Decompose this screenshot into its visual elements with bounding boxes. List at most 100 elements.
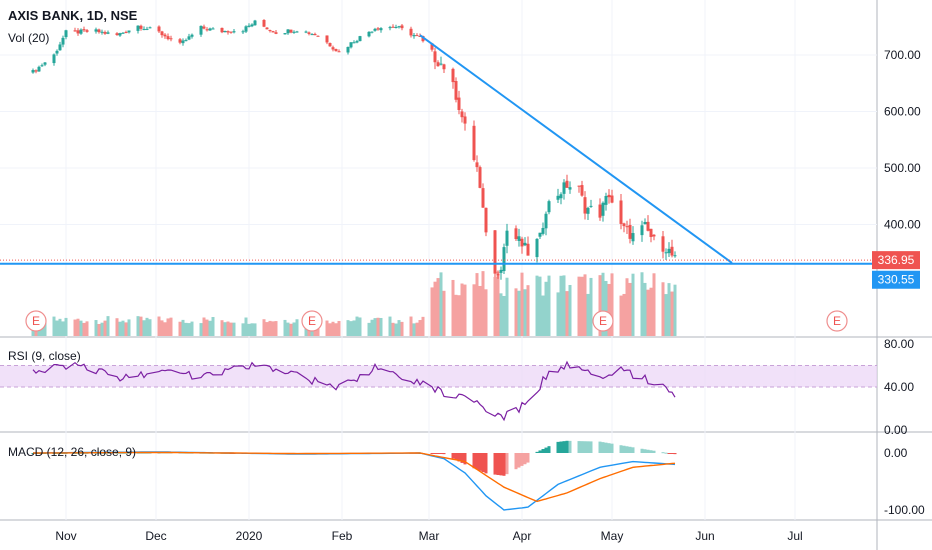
candle-body[interactable]	[535, 238, 539, 258]
candle-body[interactable]	[505, 230, 509, 246]
candle-body[interactable]	[148, 27, 152, 29]
candle-body[interactable]	[115, 33, 119, 35]
candle-body[interactable]	[607, 194, 611, 198]
candle-body[interactable]	[667, 248, 671, 254]
candle-body[interactable]	[622, 223, 626, 227]
candle-body[interactable]	[334, 49, 338, 52]
candle-body[interactable]	[430, 43, 434, 50]
candle-body[interactable]	[601, 202, 605, 216]
candle-body[interactable]	[556, 195, 560, 200]
candle-body[interactable]	[472, 125, 476, 161]
candle-body[interactable]	[205, 29, 209, 31]
candle-body[interactable]	[331, 47, 335, 50]
candle-body[interactable]	[136, 25, 140, 31]
candle-body[interactable]	[481, 188, 485, 208]
candle-body[interactable]	[349, 42, 353, 48]
candle-body[interactable]	[520, 238, 524, 247]
candle-body[interactable]	[211, 28, 215, 30]
candle-body[interactable]	[649, 228, 653, 237]
candle-body[interactable]	[640, 225, 644, 236]
candle-body[interactable]	[52, 54, 56, 64]
candle-body[interactable]	[226, 31, 230, 33]
candle-body[interactable]	[562, 182, 566, 194]
candle-body[interactable]	[244, 26, 248, 32]
macd-line[interactable]	[33, 451, 676, 511]
candle-body[interactable]	[253, 20, 257, 26]
candle-body[interactable]	[400, 25, 404, 29]
candle-body[interactable]	[97, 29, 101, 33]
candle-body[interactable]	[625, 226, 629, 228]
candle-body[interactable]	[121, 32, 125, 34]
candle-body[interactable]	[415, 35, 419, 37]
candle-body[interactable]	[289, 29, 293, 33]
candle-body[interactable]	[85, 30, 89, 32]
candle-body[interactable]	[604, 195, 608, 205]
candle-body[interactable]	[184, 40, 188, 42]
candle-body[interactable]	[538, 232, 542, 237]
candle-body[interactable]	[124, 31, 128, 33]
candle-body[interactable]	[82, 29, 86, 31]
candle-body[interactable]	[523, 242, 527, 246]
candle-body[interactable]	[181, 40, 185, 44]
candle-body[interactable]	[229, 31, 233, 33]
candle-body[interactable]	[142, 29, 146, 31]
candle-body[interactable]	[346, 46, 350, 53]
candle-body[interactable]	[478, 167, 482, 188]
candle-body[interactable]	[64, 30, 68, 38]
candle-body[interactable]	[376, 28, 380, 30]
candle-body[interactable]	[223, 30, 227, 33]
candle-body[interactable]	[661, 236, 665, 252]
candle-body[interactable]	[73, 30, 77, 32]
candle-body[interactable]	[412, 35, 416, 37]
candle-body[interactable]	[580, 185, 584, 196]
trendline[interactable]	[419, 34, 733, 264]
candle-body[interactable]	[220, 27, 224, 33]
candle-body[interactable]	[577, 185, 581, 187]
candle-body[interactable]	[442, 64, 446, 70]
candle-body[interactable]	[202, 26, 206, 29]
candle-body[interactable]	[325, 35, 329, 43]
candle-body[interactable]	[409, 28, 413, 36]
candle-body[interactable]	[286, 29, 290, 34]
candle-body[interactable]	[628, 224, 632, 239]
candle-body[interactable]	[247, 25, 251, 27]
candle-body[interactable]	[103, 32, 107, 34]
candle-body[interactable]	[241, 31, 245, 33]
candle-body[interactable]	[526, 243, 530, 256]
candle-body[interactable]	[643, 221, 647, 225]
candle-body[interactable]	[565, 180, 569, 188]
candle-body[interactable]	[670, 246, 674, 256]
earnings-marker[interactable]	[301, 310, 323, 332]
candle-body[interactable]	[178, 39, 182, 43]
candle-body[interactable]	[544, 213, 548, 229]
candle-body[interactable]	[40, 65, 44, 67]
candle-body[interactable]	[502, 247, 506, 272]
candle-body[interactable]	[418, 35, 422, 37]
earnings-marker[interactable]	[25, 310, 47, 332]
candle-body[interactable]	[79, 29, 83, 34]
candle-body[interactable]	[652, 234, 656, 237]
candle-body[interactable]	[166, 36, 170, 40]
candle-body[interactable]	[631, 233, 635, 242]
candle-body[interactable]	[262, 19, 266, 27]
candle-body[interactable]	[559, 194, 563, 199]
candle-body[interactable]	[439, 63, 443, 65]
candle-body[interactable]	[451, 68, 455, 83]
candle-body[interactable]	[313, 33, 317, 36]
candle-body[interactable]	[358, 36, 362, 42]
candle-body[interactable]	[163, 34, 167, 37]
candle-body[interactable]	[310, 34, 314, 36]
candle-body[interactable]	[190, 34, 194, 37]
candle-body[interactable]	[586, 207, 590, 214]
candle-body[interactable]	[76, 30, 80, 34]
candle-body[interactable]	[367, 31, 371, 37]
candle-body[interactable]	[169, 38, 173, 40]
candle-body[interactable]	[271, 31, 275, 33]
candle-body[interactable]	[493, 230, 497, 274]
candle-body[interactable]	[394, 27, 398, 29]
candle-body[interactable]	[589, 205, 593, 207]
candle-body[interactable]	[433, 51, 437, 63]
candle-body[interactable]	[274, 32, 278, 34]
candle-body[interactable]	[328, 43, 332, 47]
